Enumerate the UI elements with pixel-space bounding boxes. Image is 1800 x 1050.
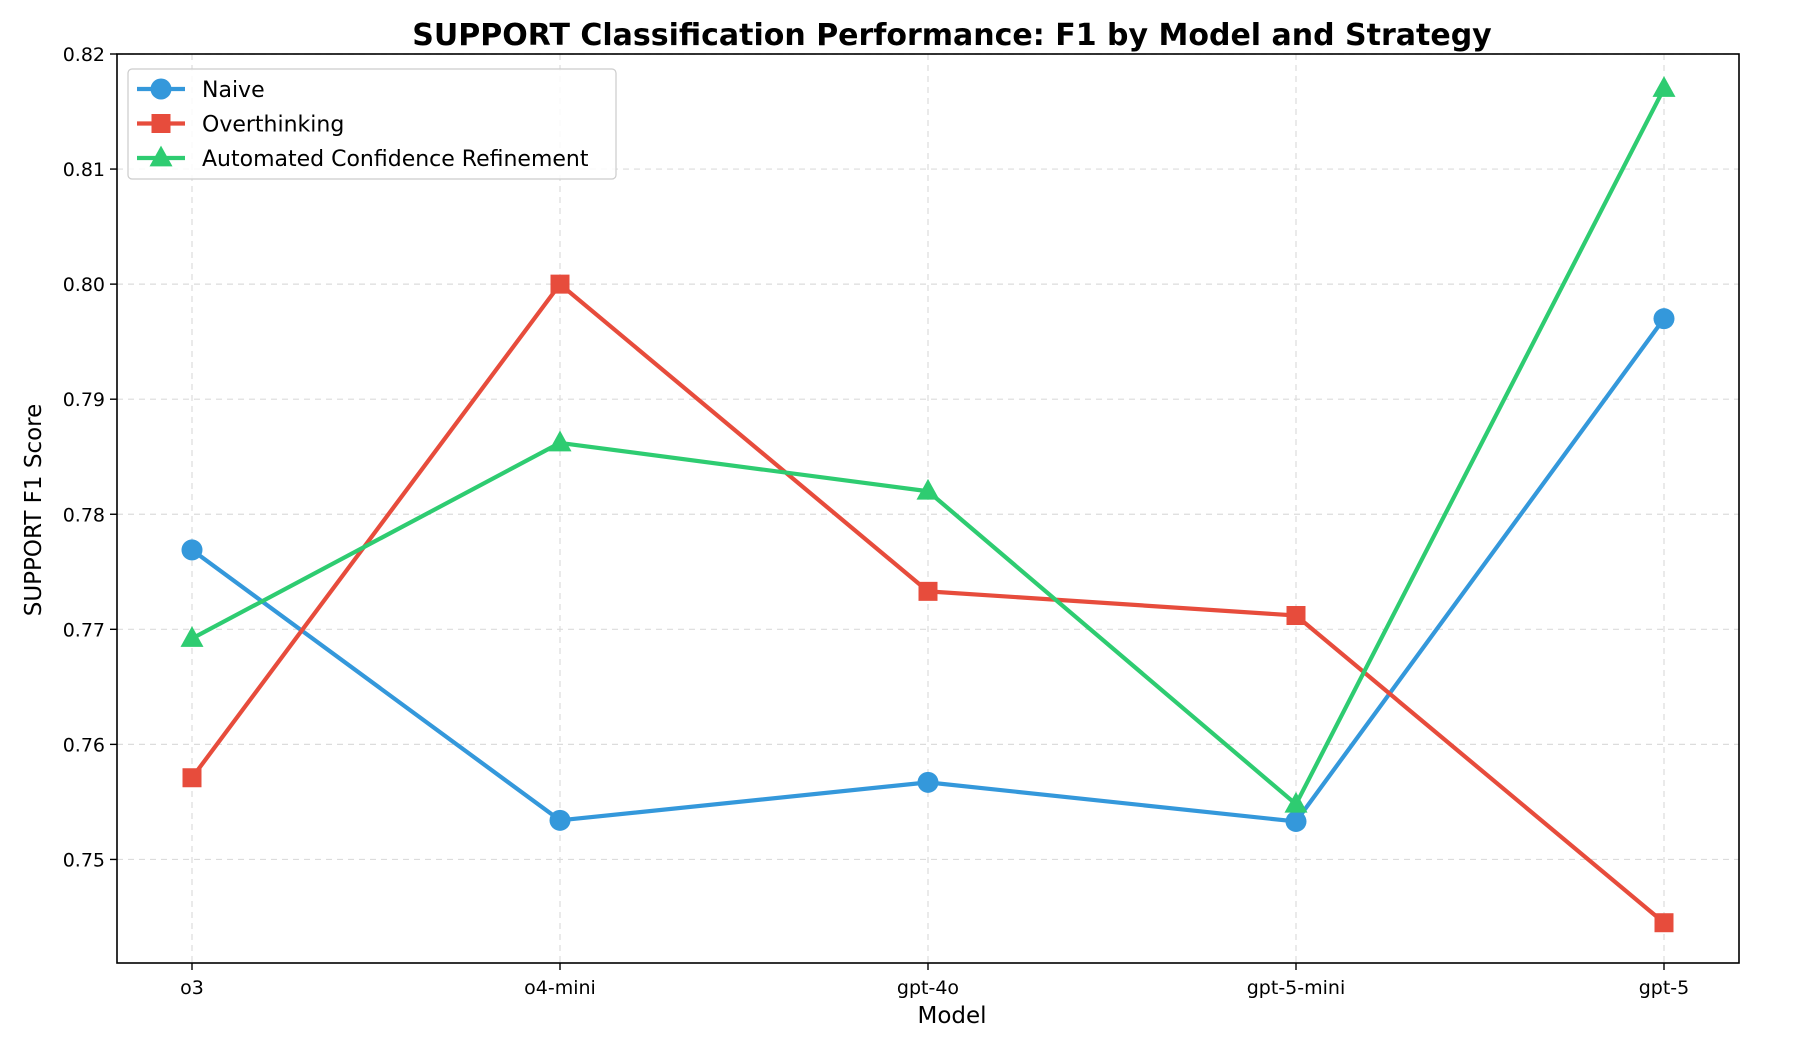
legend-item-overthinking: Overthinking [137, 113, 344, 138]
data-point-naive [1285, 810, 1307, 832]
legend-item-automated-confidence-refinement: Automated Confidence Refinement [137, 145, 589, 172]
series-naive [181, 308, 1675, 832]
data-point-automated-confidence-refinement [1284, 791, 1308, 813]
x-tick-label: gpt-5 [1639, 977, 1690, 999]
data-point-overthinking [1286, 606, 1306, 626]
x-tick-label: gpt-4o [897, 977, 959, 999]
y-tick-label: 0.78 [63, 504, 105, 526]
x-tick-label: gpt-5-mini [1247, 977, 1345, 999]
legend-marker-automated-confidence-refinement [149, 145, 173, 167]
series-overthinking [182, 274, 1674, 933]
legend: Naive Overthinking Automated Confidence Re… [127, 68, 617, 180]
legend-label-naive: Naive [202, 78, 265, 103]
data-point-overthinking [550, 274, 570, 294]
y-tick-label: 0.77 [63, 619, 105, 641]
data-point-overthinking [1654, 913, 1674, 933]
data-point-automated-confidence-refinement [180, 626, 204, 647]
data-point-naive [1653, 308, 1675, 330]
y-tick-label: 0.81 [63, 159, 105, 181]
x-tick-label: o4-mini [524, 977, 596, 999]
legend-label-overthinking: Overthinking [202, 113, 344, 138]
data-point-overthinking [918, 581, 938, 601]
legend-marker-naive [150, 78, 172, 100]
legend-box [127, 68, 617, 180]
data-point-naive [181, 539, 203, 561]
y-axis-label: SUPPORT F1 Score [21, 404, 47, 617]
y-tick-label: 0.82 [63, 44, 105, 66]
series-line-naive [190, 317, 1666, 824]
series-automated-confidence-refinement [180, 76, 1676, 813]
y-tick-label: 0.75 [63, 849, 105, 871]
data-point-automated-confidence-refinement [916, 478, 940, 500]
x-axis-label: Model [917, 1003, 986, 1029]
legend-label-automated-confidence-refinement: Automated Confidence Refinement [202, 147, 589, 172]
chart-title: SUPPORT Classification Performance: F1 b… [412, 18, 1492, 53]
tick-layer: o3 o4-mini gpt-4o gpt-5-mini gpt-5 0.75 0.76 0.… [63, 44, 1690, 999]
y-tick-label: 0.79 [63, 389, 105, 411]
y-tick-label: 0.80 [63, 274, 105, 296]
data-point-automated-confidence-refinement [1652, 76, 1676, 97]
series-layer [180, 76, 1676, 933]
data-point-automated-confidence-refinement [548, 430, 572, 452]
x-tick-label: o3 [180, 977, 204, 999]
legend-item-naive: Naive [137, 78, 265, 103]
y-tick-label: 0.76 [63, 734, 105, 756]
data-point-overthinking [182, 768, 202, 788]
data-point-naive [549, 809, 571, 831]
data-point-naive [917, 771, 939, 793]
grid-layer [117, 53, 1739, 963]
legend-marker-overthinking [151, 114, 171, 133]
